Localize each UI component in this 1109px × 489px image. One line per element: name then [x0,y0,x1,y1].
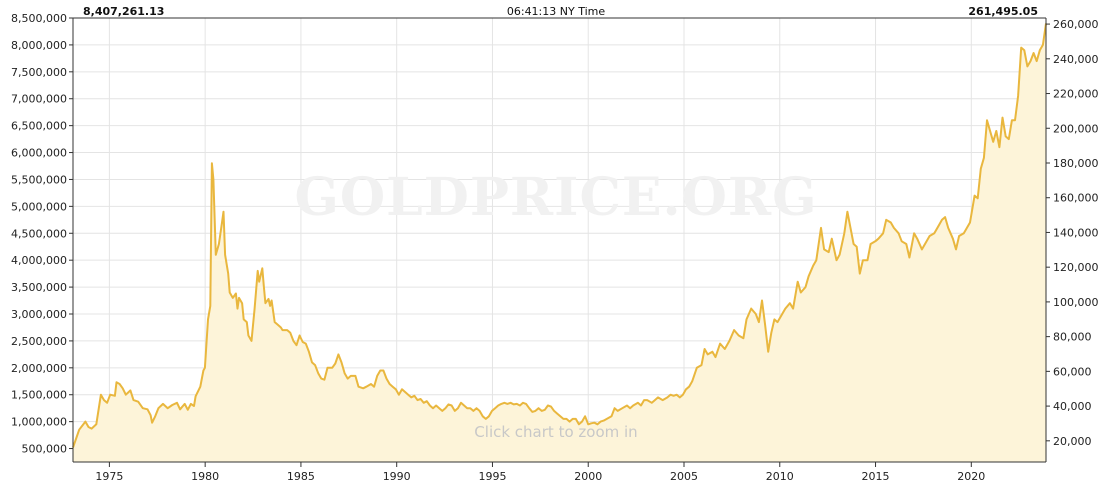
right-tick-label: 60,000 [1053,365,1092,378]
left-tick-label: 2,000,000 [11,362,67,375]
right-tick-label: 80,000 [1053,331,1092,344]
right-tick-label: 220,000 [1053,88,1099,101]
x-tick-label: 1985 [287,470,315,483]
x-axis-ticks: 1975 1980 1985 1990 1995 2000 2005 2010 2015 2020 [95,462,985,483]
left-axis-ticks: 500,000 1,000,000 1,500,000 2,000,000 2,500,… [11,12,73,456]
left-tick-label: 6,000,000 [11,147,67,160]
x-tick-label: 2010 [766,470,794,483]
x-tick-label: 1975 [95,470,123,483]
header-right-value: 261,495.05 [968,5,1038,18]
right-axis-ticks: 20,000 40,000 60,000 80,000 100,000 120,000 14… [1046,18,1099,448]
right-tick-label: 120,000 [1053,261,1099,274]
x-tick-label: 1980 [191,470,219,483]
x-tick-label: 2020 [957,470,985,483]
right-tick-label: 40,000 [1053,400,1092,413]
left-tick-label: 2,500,000 [11,335,67,348]
right-tick-label: 200,000 [1053,122,1099,135]
header-time: 06:41:13 NY Time [507,5,605,18]
right-tick-label: 180,000 [1053,157,1099,170]
right-tick-label: 100,000 [1053,296,1099,309]
price-line [72,23,1047,448]
left-tick-label: 3,000,000 [11,308,67,321]
left-tick-label: 3,500,000 [11,281,67,294]
right-tick-label: 140,000 [1053,226,1099,239]
chart-axes [72,18,1047,463]
x-tick-label: 2000 [574,470,602,483]
watermark-text: GOLDPRICE.ORG [294,167,817,228]
right-tick-label: 160,000 [1053,192,1099,205]
left-tick-label: 500,000 [22,443,68,456]
right-tick-label: 20,000 [1053,435,1092,448]
left-tick-label: 4,500,000 [11,227,67,240]
price-area-fill [73,23,1046,463]
left-tick-label: 4,000,000 [11,254,67,267]
left-tick-label: 6,500,000 [11,120,67,133]
left-tick-label: 1,500,000 [11,389,67,402]
x-tick-label: 2015 [862,470,890,483]
x-tick-label: 1990 [383,470,411,483]
left-tick-label: 7,500,000 [11,66,67,79]
header-left-value: 8,407,261.13 [83,5,164,18]
right-tick-label: 260,000 [1053,18,1099,31]
left-tick-label: 5,500,000 [11,173,67,186]
x-tick-label: 1995 [478,470,506,483]
left-tick-label: 1,000,000 [11,416,67,429]
left-tick-label: 8,000,000 [11,39,67,52]
x-tick-label: 2005 [670,470,698,483]
left-tick-label: 7,000,000 [11,93,67,106]
zoom-hint: Click chart to zoom in [474,423,637,441]
left-tick-label: 8,500,000 [11,12,67,25]
left-tick-label: 5,000,000 [11,200,67,213]
right-tick-label: 240,000 [1053,53,1099,66]
